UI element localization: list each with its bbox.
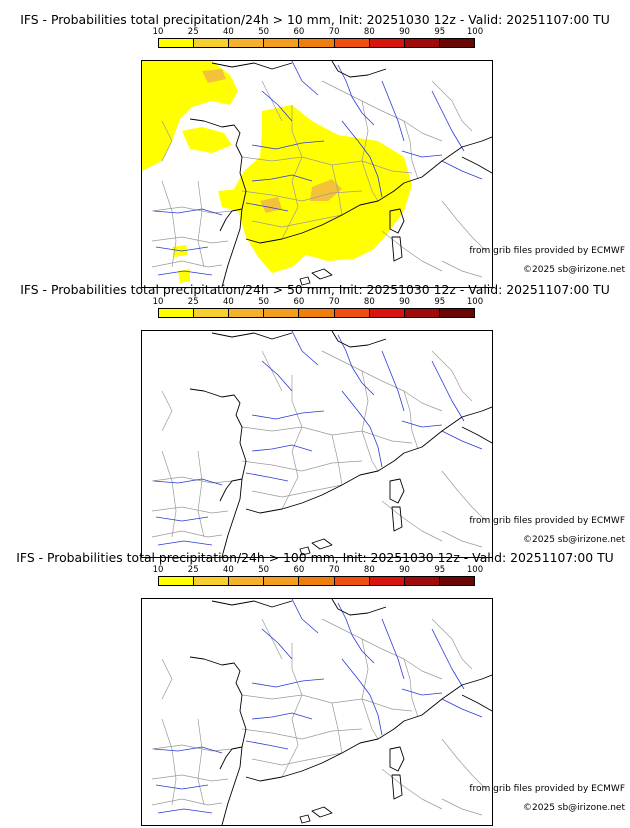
source-credit: from grib files provided by ECMWF — [469, 246, 625, 256]
colorbar-tick-label: 60 — [293, 297, 305, 307]
colorbar-tick-label: 80 — [363, 297, 375, 307]
colorbar-swatches — [158, 576, 475, 586]
colorbar-tick-label: 25 — [187, 297, 199, 307]
colorbar-swatch — [439, 309, 474, 317]
colorbar-swatch — [439, 39, 474, 47]
colorbar-tick-label: 40 — [223, 297, 234, 307]
colorbar-swatch — [299, 577, 335, 585]
copyright-credit: ©2025 sb@irizone.net — [523, 265, 625, 275]
probability-field-10mm — [142, 61, 412, 283]
copyright-credit: ©2025 sb@irizone.net — [523, 535, 625, 545]
colorbar-swatch — [229, 39, 265, 47]
colorbar-swatch — [369, 577, 405, 585]
colorbar-swatch — [229, 309, 265, 317]
map-drawing — [151, 599, 492, 825]
probability-colorbar: 10 25 40 50 60 70 80 90 95 100 — [153, 27, 483, 48]
rivers — [153, 61, 483, 276]
admin-borders — [151, 80, 487, 278]
colorbar-tick-label: 40 — [223, 565, 234, 575]
colorbar-swatch — [159, 39, 195, 47]
colorbar-tick-label: 90 — [399, 27, 410, 37]
colorbar-tick-label: 60 — [293, 27, 305, 37]
source-credit: from grib files provided by ECMWF — [469, 784, 625, 794]
colorbar-tick-label: 60 — [293, 565, 305, 575]
colorbar-tick-label: 10 — [152, 565, 164, 575]
colorbar-tick-label: 50 — [258, 297, 270, 307]
colorbar-swatch — [194, 39, 230, 47]
probability-map — [141, 598, 493, 826]
colorbar-tick-label: 90 — [399, 565, 410, 575]
colorbar-ticks: 10 25 40 50 60 70 80 90 95 100 — [153, 27, 484, 37]
colorbar-swatch — [264, 39, 300, 47]
colorbar-tick-label: 70 — [328, 565, 340, 575]
panel-title: IFS - Probabilities total precipitation/… — [20, 12, 610, 27]
probability-colorbar: 10 25 40 50 60 70 80 90 95 100 — [153, 297, 483, 318]
source-credit: from grib files provided by ECMWF — [469, 516, 625, 526]
colorbar-swatch — [369, 309, 405, 317]
forecast-panel-10mm: IFS - Probabilities total precipitation/… — [0, 12, 630, 288]
colorbar-tick-label: 80 — [363, 565, 375, 575]
colorbar-swatch — [439, 577, 474, 585]
panel-title: IFS - Probabilities total precipitation/… — [16, 550, 614, 565]
colorbar-swatch — [229, 577, 265, 585]
map-drawing — [151, 331, 492, 557]
colorbar-tick-label: 25 — [187, 27, 199, 37]
colorbar-swatches — [158, 308, 475, 318]
panel-title: IFS - Probabilities total precipitation/… — [20, 282, 610, 297]
colorbar-swatch — [369, 39, 405, 47]
colorbar-swatch — [334, 309, 370, 317]
probability-map — [141, 60, 493, 288]
colorbar-ticks: 10 25 40 50 60 70 80 90 95 100 — [153, 297, 484, 307]
colorbar-swatch — [194, 309, 230, 317]
forecast-panel-100mm: IFS - Probabilities total precipitation/… — [0, 550, 630, 826]
map-drawing — [142, 61, 492, 287]
colorbar-swatch — [194, 577, 230, 585]
copyright-credit: ©2025 sb@irizone.net — [523, 803, 625, 813]
colorbar-swatch — [404, 39, 440, 47]
colorbar-tick-label: 40 — [223, 27, 234, 37]
colorbar-swatches — [158, 38, 475, 48]
colorbar-tick-label: 70 — [328, 297, 340, 307]
colorbar-swatch — [264, 577, 300, 585]
colorbar-swatch — [404, 577, 440, 585]
colorbar-tick-label: 50 — [258, 565, 270, 575]
colorbar-swatch — [299, 39, 335, 47]
colorbar-tick-label: 10 — [152, 297, 164, 307]
colorbar-tick-label: 70 — [328, 27, 340, 37]
coastline — [189, 331, 492, 557]
colorbar-swatch — [334, 39, 370, 47]
colorbar-swatch — [159, 309, 195, 317]
colorbar-tick-label: 95 — [434, 297, 446, 307]
colorbar-swatch — [404, 309, 440, 317]
colorbar-tick-label: 90 — [399, 297, 410, 307]
admin-borders — [151, 350, 487, 548]
colorbar-tick-label: 25 — [187, 565, 199, 575]
rivers — [153, 331, 483, 546]
colorbar-swatch — [264, 309, 300, 317]
colorbar-tick-label: 100 — [466, 297, 484, 307]
coastline — [189, 61, 492, 287]
admin-borders — [151, 618, 487, 816]
colorbar-tick-label: 95 — [434, 565, 446, 575]
colorbar-tick-label: 100 — [466, 27, 484, 37]
probability-map — [141, 330, 493, 558]
colorbar-tick-label: 80 — [363, 27, 375, 37]
colorbar-tick-label: 95 — [434, 27, 446, 37]
probability-colorbar: 10 25 40 50 60 70 80 90 95 100 — [153, 565, 483, 586]
colorbar-tick-label: 100 — [466, 565, 484, 575]
colorbar-ticks: 10 25 40 50 60 70 80 90 95 100 — [153, 565, 484, 575]
coastline — [189, 599, 492, 825]
colorbar-swatch — [159, 577, 195, 585]
colorbar-swatch — [299, 309, 335, 317]
forecast-panel-50mm: IFS - Probabilities total precipitation/… — [0, 282, 630, 558]
rivers — [153, 599, 483, 814]
colorbar-tick-label: 50 — [258, 27, 270, 37]
colorbar-tick-label: 10 — [152, 27, 164, 37]
colorbar-swatch — [334, 577, 370, 585]
